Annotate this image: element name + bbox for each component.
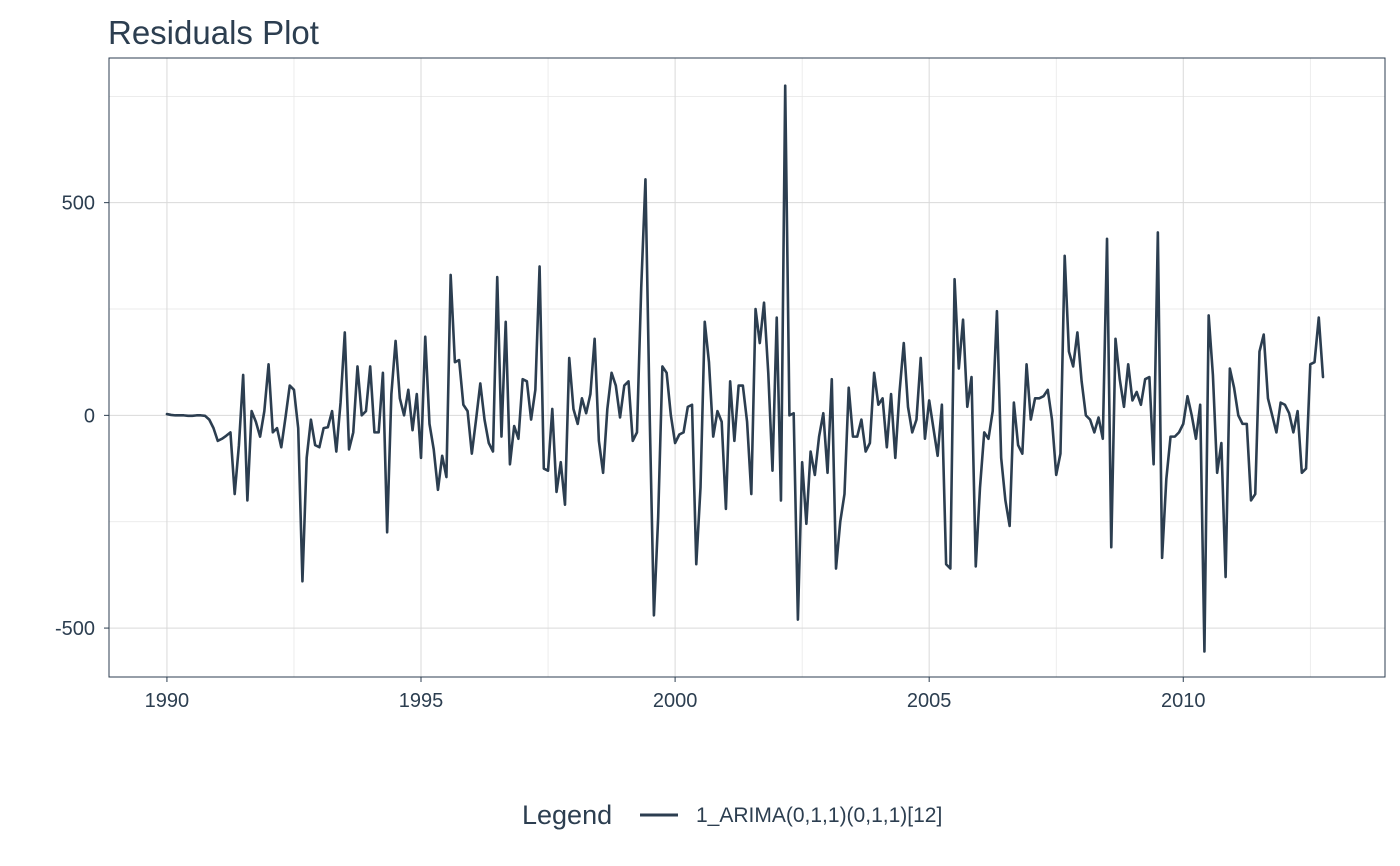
x-tick-label: 2010 bbox=[1161, 690, 1206, 712]
gridlines bbox=[109, 58, 1385, 677]
x-tick-label: 2000 bbox=[653, 690, 698, 712]
x-tick-label: 2005 bbox=[907, 690, 952, 712]
series-layer bbox=[165, 84, 1325, 653]
legend: Legend 1_ARIMA(0,1,1)(0,1,1)[12] bbox=[522, 800, 942, 830]
plot-panel-border bbox=[108, 57, 1386, 678]
chart-title: Residuals Plot bbox=[108, 14, 319, 51]
y-tick-label: -500 bbox=[55, 618, 95, 640]
series-line-residuals bbox=[165, 84, 1325, 653]
axis-ticks: 1990 1995 2000 2005 2010 -500 0 500 bbox=[55, 193, 1206, 712]
legend-entry-label: 1_ARIMA(0,1,1)(0,1,1)[12] bbox=[696, 804, 942, 827]
legend-title: Legend bbox=[522, 800, 612, 830]
x-tick-label: 1990 bbox=[145, 690, 190, 712]
x-tick-label: 1995 bbox=[399, 690, 444, 712]
y-tick-label: 500 bbox=[62, 193, 95, 215]
y-tick-label: 0 bbox=[84, 405, 95, 427]
